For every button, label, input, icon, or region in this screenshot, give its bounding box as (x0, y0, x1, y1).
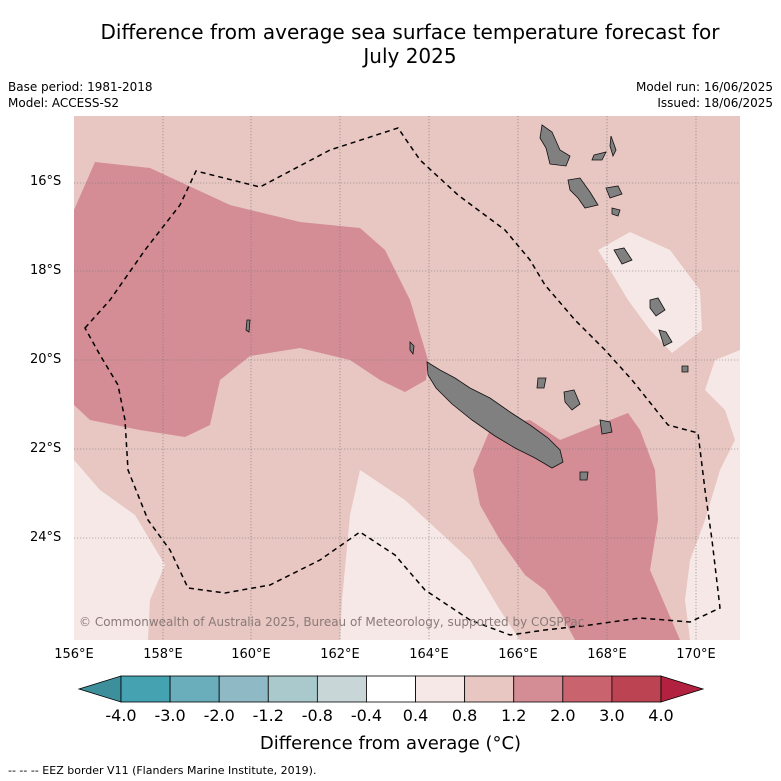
colorbar-tick-label: 3.0 (599, 706, 625, 725)
chart-title-line1: Difference from average sea surface temp… (100, 20, 720, 44)
colorbar-segment (267, 675, 318, 703)
colorbar-segment (513, 675, 564, 703)
lon-label-162E: 162°E (320, 647, 360, 662)
colorbar-extend-low (77, 675, 122, 703)
colorbar-tick-label: 0.8 (451, 706, 478, 725)
colorbar-segment (464, 675, 515, 703)
ouvea-island (536, 377, 547, 389)
island-small (649, 297, 666, 317)
colorbar-tick-label: -1.2 (252, 706, 284, 725)
model-text: Model: ACCESS-S2 (8, 96, 120, 110)
lat-label-24S: 24°S (30, 530, 62, 545)
espiritu-santo-island (539, 124, 571, 167)
base-period-text: Base period: 1981-2018 (8, 80, 153, 94)
colorbar-segment (218, 675, 269, 703)
colorbar-segment (562, 675, 613, 703)
land-masses (245, 124, 689, 481)
colorbar-tick-label: 2.0 (550, 706, 576, 725)
island-small (579, 471, 589, 481)
colorbar-tick-label: -3.0 (154, 706, 186, 725)
model-run-text: Model run: 16/06/2025 (635, 80, 773, 94)
lon-label-156E: 156°E (54, 647, 94, 662)
lon-label-160E: 160°E (231, 647, 271, 662)
colorbar-segment (611, 675, 662, 703)
island-small (611, 207, 621, 217)
colorbar-segment (169, 675, 220, 703)
colorbar (77, 675, 705, 703)
copyright-text: © Commonwealth of Australia 2025, Bureau… (79, 615, 585, 629)
erromango-island (613, 247, 633, 265)
lat-label-20S: 20°S (30, 352, 62, 367)
island-small (591, 151, 607, 161)
map-gridlines (74, 116, 740, 640)
colorbar-tick-label: -2.0 (203, 706, 235, 725)
colorbar-tick-label: -4.0 (105, 706, 137, 725)
malakula-island (567, 177, 599, 209)
colorbar-tick-label: 0.4 (402, 706, 429, 725)
lon-label-170E: 170°E (676, 647, 716, 662)
colorbar-tick-label: 4.0 (648, 706, 674, 725)
lifou-island (563, 389, 581, 411)
lon-label-166E: 166°E (498, 647, 538, 662)
efate-island (605, 185, 623, 199)
colorbar-tick-label: -0.8 (301, 706, 333, 725)
colorbar-segment (415, 675, 466, 703)
eez-border (84, 127, 721, 636)
mare-island (599, 419, 613, 435)
colorbar-tick-label: 1.2 (500, 706, 527, 725)
new-caledonia-island (426, 361, 564, 469)
island-small (245, 319, 251, 333)
sst-band-0.4-0.8-south (340, 470, 520, 640)
colorbar-segment (120, 675, 171, 703)
sst-band-0.4-0.8-southwest (74, 460, 165, 640)
colorbar-tick-label: -0.4 (350, 706, 383, 725)
lon-label-158E: 158°E (143, 647, 183, 662)
island-small (409, 341, 415, 356)
lat-label-22S: 22°S (30, 441, 62, 456)
sst-band-0.4-0.8-southeast (685, 350, 740, 640)
colorbar-segment (316, 675, 367, 703)
lat-label-18S: 18°S (30, 263, 62, 278)
colorbar-label: Difference from average (°C) (259, 733, 522, 754)
lat-label-16S: 16°S (30, 174, 62, 189)
eez-footnote: -- -- -- EEZ border V11 (Flanders Marine… (8, 764, 317, 777)
lon-label-168E: 168°E (587, 647, 627, 662)
lon-label-164E: 164°E (409, 647, 449, 662)
island-small (681, 365, 689, 373)
chart-title-line2: July 2025 (363, 44, 457, 68)
colorbar-segment (366, 675, 416, 703)
island-small (658, 329, 673, 347)
issued-text: Issued: 18/06/2025 (657, 96, 773, 110)
island-small (609, 135, 617, 158)
sst-band-1.2-2.0-south (473, 413, 680, 640)
colorbar-extend-high (660, 675, 705, 703)
